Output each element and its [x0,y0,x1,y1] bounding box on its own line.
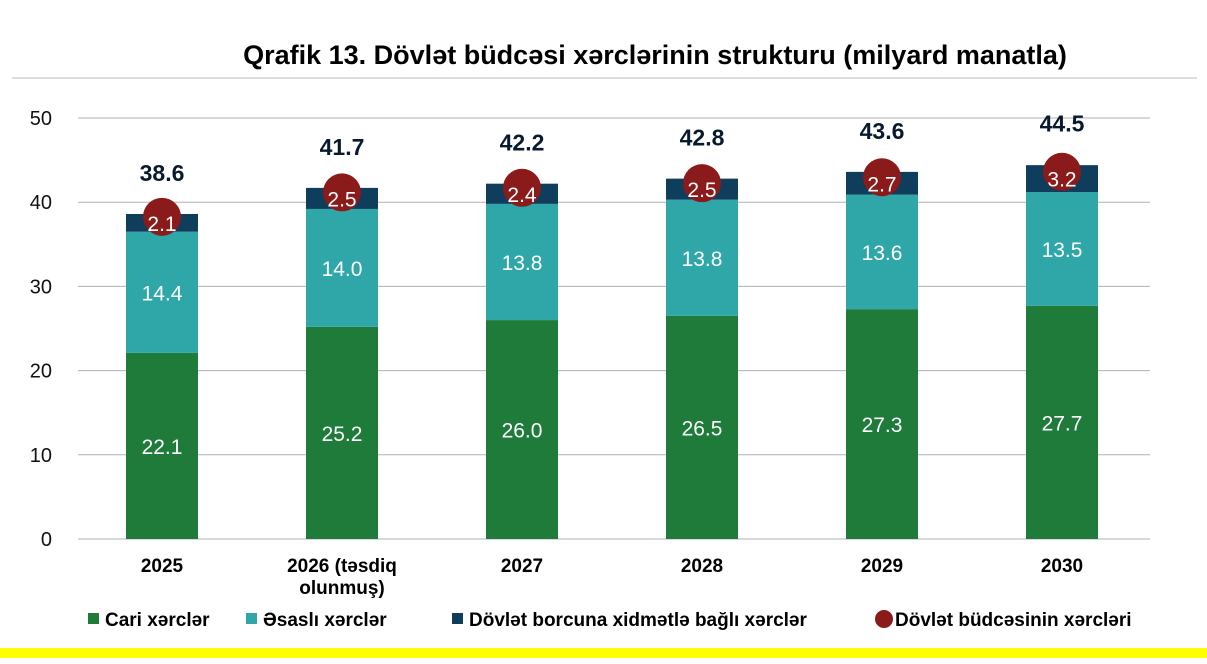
segment-value-label: 14.4 [142,282,183,305]
y-tick-label: 40 [30,192,52,214]
segment-value-label: 25.2 [322,423,363,446]
total-value-label: 42.8 [680,125,725,151]
segment-value-label: 13.5 [1042,239,1083,262]
x-category-label: 2026 (təsdiq [287,556,397,577]
segment-value-label: 27.7 [1042,412,1083,435]
y-tick-label: 0 [41,529,52,551]
legend-label: Dövlət borcuna xidmətlə bağlı xərclər [469,610,807,631]
y-tick-label: 10 [30,445,52,467]
total-value-label: 38.6 [140,160,185,186]
total-marker [323,173,361,212]
y-tick-label: 20 [30,361,52,383]
bottom-stripe [0,648,1207,658]
segment-value-label: 14.0 [322,258,363,281]
legend-swatch [875,610,893,628]
chart-title: Qrafik 13. Dövlət büdcəsi xərclərinin st… [243,40,1067,70]
y-axis-ticks: 0 10 20 30 40 50 [30,108,52,551]
bar-segment [666,315,738,539]
segment-value-label: 26.5 [682,417,723,440]
segment-value-label: 2.5 [687,179,716,202]
y-tick-label: 50 [30,108,52,130]
total-marker [863,158,901,197]
segment-value-label: 2.7 [867,173,896,196]
legend-swatch [246,613,257,624]
y-tick-label: 30 [30,276,52,298]
segment-value-label: 27.3 [862,414,903,437]
segment-value-label: 2.4 [507,184,537,207]
bar-segment [1026,192,1098,306]
bar-segment [306,208,378,327]
segment-value-label: 13.6 [862,242,903,265]
segment-value-label: 22.1 [142,436,183,459]
x-category-label: olunmuş) [299,578,385,599]
total-value-label: 42.2 [500,130,545,156]
legend-label: Əsaslı xərclər [263,610,387,631]
x-category-label: 2030 [1041,556,1083,577]
legend-label: Dövlət büdcəsinin xərcləri [895,610,1132,631]
legend-label: Cari xərclər [105,610,210,631]
total-marker [143,197,181,236]
total-marker [503,168,541,207]
total-marker [1043,152,1081,191]
bar-segment [1026,305,1098,539]
bar-segment [846,309,918,539]
bar-segment [306,326,378,539]
bars: 22.1 14.4 2.1 38.6 25.2 14.0 2.5 41.7 26.0 13.8 2.… [126,110,1098,539]
legend-swatch [88,613,99,624]
total-marker [683,164,721,203]
x-category-label: 2028 [681,556,723,577]
total-value-label: 44.5 [1040,110,1085,136]
bar-segment [846,194,918,310]
total-value-label: 43.6 [860,118,905,144]
x-category-label: 2025 [141,556,184,577]
segment-value-label: 26.0 [502,420,543,443]
bar-segment [126,231,198,353]
legend: Cari xərclər Əsaslı xərclər Dövlət borcuna… [88,610,1132,631]
bar-segment [486,203,558,321]
x-category-label: 2027 [501,556,543,577]
total-value-label: 41.7 [320,134,365,160]
legend-swatch [452,613,463,624]
segment-value-label: 2.5 [327,188,356,211]
segment-value-label: 3.2 [1047,169,1076,192]
bar-segment [126,352,198,539]
segment-value-label: 2.1 [147,213,176,236]
bar-segment [666,199,738,316]
x-category-label: 2029 [861,556,903,577]
gridlines [78,117,1150,540]
segment-value-label: 13.8 [682,248,723,271]
segment-value-label: 13.8 [502,252,543,275]
bar-segment [486,320,558,539]
